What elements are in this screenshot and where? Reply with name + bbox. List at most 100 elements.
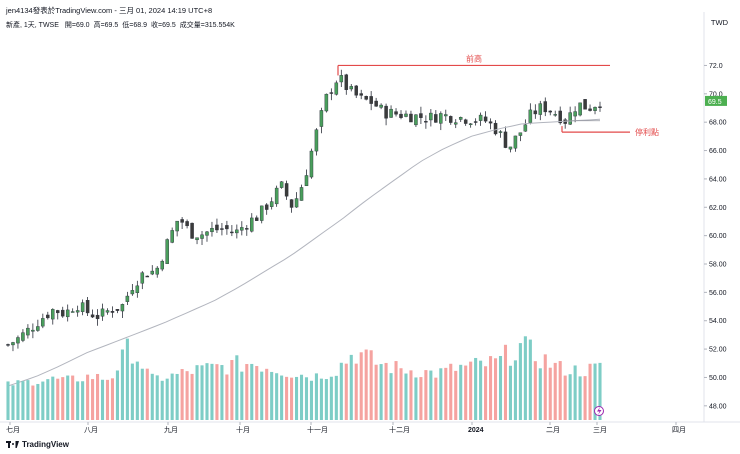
symbol-info-bar: 新產, 1天, TWSE 開=69.0 高=69.5 低=68.9 收=69.5 成交量… xyxy=(6,20,235,30)
volume-bar xyxy=(578,376,582,420)
volume-bar xyxy=(489,356,493,420)
volume-bar xyxy=(414,377,418,420)
candle-body xyxy=(314,129,319,152)
candle-body xyxy=(145,275,150,278)
y-tick-label: 64.00 xyxy=(709,176,727,183)
candle-body xyxy=(264,204,269,210)
candle-body xyxy=(508,146,513,150)
volume-bar xyxy=(314,373,318,420)
candle-body xyxy=(568,112,572,125)
brand-footer[interactable]: TradingView xyxy=(6,440,69,449)
volume-bar xyxy=(130,363,134,420)
volume-bar xyxy=(240,371,244,420)
volume-bar xyxy=(533,361,537,420)
volume-bar xyxy=(319,378,323,420)
volume-bar xyxy=(384,362,388,420)
volume-bar xyxy=(275,373,279,420)
volume-bar xyxy=(588,363,592,420)
candle-body xyxy=(354,85,358,96)
volume-bar xyxy=(299,374,304,420)
ohlc-readout: 開=69.0 高=69.5 低=68.9 收=69.5 成交量=315.554K xyxy=(61,22,235,29)
brand-name: TradingView xyxy=(22,440,69,449)
candle-body xyxy=(259,205,264,221)
x-tick-label: 三月 xyxy=(593,426,607,434)
volume-bar xyxy=(150,373,154,420)
candle-body xyxy=(414,114,418,126)
ohlc-item: 開=69.0 xyxy=(64,22,90,29)
volume-bar xyxy=(115,370,119,420)
volume-bar xyxy=(96,373,100,420)
candle-body xyxy=(294,198,299,208)
candle-body xyxy=(80,302,85,312)
volume-bar xyxy=(593,363,597,420)
candle-body xyxy=(583,99,587,110)
candle-body xyxy=(16,337,20,344)
candle-body xyxy=(41,318,45,327)
volume-bar xyxy=(120,349,124,420)
candle-body xyxy=(60,309,65,317)
volume-bar xyxy=(508,365,512,420)
candle-body xyxy=(364,96,368,100)
candle-body xyxy=(190,222,194,239)
candle-body xyxy=(130,290,135,295)
candle-body xyxy=(240,227,244,231)
volume-bar xyxy=(180,369,184,420)
volume-bar xyxy=(573,365,577,420)
volume-bar xyxy=(185,371,189,420)
candle-body xyxy=(503,131,508,148)
y-tick-label: 62.00 xyxy=(709,205,727,212)
y-tick-label: 60.00 xyxy=(709,233,727,240)
candle-body xyxy=(588,108,592,111)
volume-bar xyxy=(250,363,254,420)
candle-body xyxy=(553,114,557,116)
candle-body xyxy=(245,228,249,230)
candle-body xyxy=(115,309,120,311)
candle-body xyxy=(424,121,428,123)
candle-body xyxy=(175,220,179,232)
volume-bar xyxy=(285,376,289,420)
y-tick-label: 48.00 xyxy=(709,403,727,410)
candle-body xyxy=(434,114,438,123)
volume-bar xyxy=(568,374,572,420)
volume-bar xyxy=(200,365,204,420)
candle-body xyxy=(140,272,145,284)
volume-bar xyxy=(364,349,368,420)
volume-bar xyxy=(339,362,343,420)
volume-bar xyxy=(31,385,35,420)
volume-bar xyxy=(100,379,105,420)
volume-bar xyxy=(359,352,363,420)
candle-body xyxy=(26,327,30,336)
symbol-info: 新產, 1天, TWSE xyxy=(6,22,59,29)
candle-body xyxy=(573,111,577,117)
volume-bar xyxy=(260,371,264,420)
volume-bar xyxy=(543,354,547,420)
candle-body xyxy=(379,104,383,108)
candle-body xyxy=(394,111,398,115)
volume-bar xyxy=(513,360,517,420)
candle-body xyxy=(11,342,15,346)
volume-bar xyxy=(225,374,229,420)
volume-bar xyxy=(548,367,552,420)
currency-label: TWD xyxy=(710,18,728,27)
candle-body xyxy=(31,329,35,332)
volume-bar xyxy=(71,375,75,420)
x-tick-label: 二月 xyxy=(546,426,560,434)
volume-bar xyxy=(429,370,433,420)
tradingview-logo-icon xyxy=(6,441,19,448)
moving-average-line xyxy=(7,118,601,387)
candle-body xyxy=(334,82,339,95)
candle-body xyxy=(284,183,289,197)
ohlc-item: 高=69.5 xyxy=(93,22,119,29)
candle-body xyxy=(65,309,70,318)
volume-bar xyxy=(125,338,129,420)
x-tick-label: 四月 xyxy=(672,426,686,434)
stop-profit-label: 停利點 xyxy=(635,127,659,137)
volume-bar xyxy=(41,381,45,420)
last-price-tag xyxy=(705,95,727,106)
volume-bar xyxy=(61,377,65,420)
volume-bar xyxy=(81,381,85,420)
ohlc-item: 成交量=315.554K xyxy=(179,22,235,29)
candle-body xyxy=(135,285,140,294)
volume-bar xyxy=(140,368,144,420)
